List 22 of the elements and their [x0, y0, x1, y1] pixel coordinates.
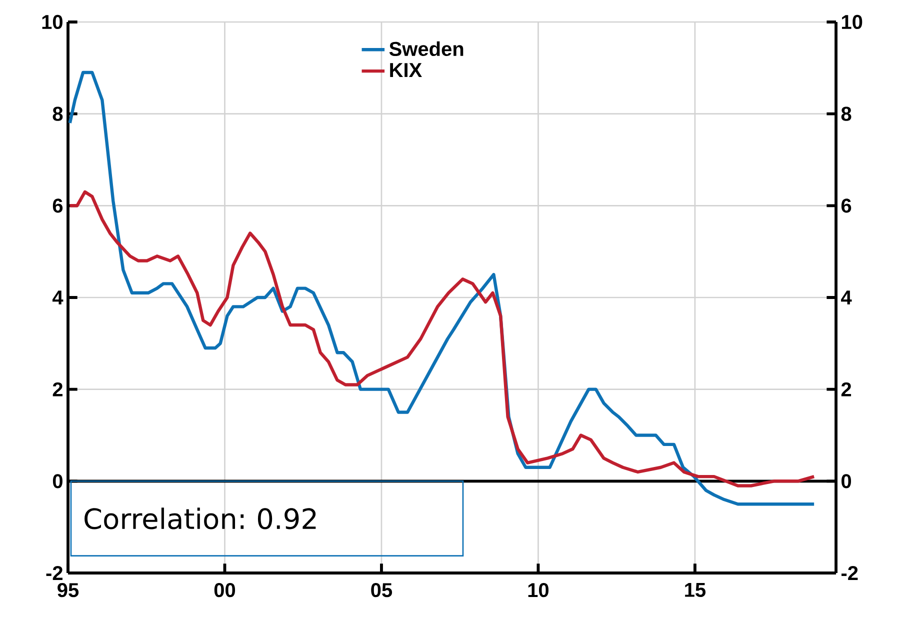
annotation: Correlation: 0.92 — [84, 508, 316, 530]
y2-tick-label: 8 — [52, 106, 63, 121]
x-tick-label: 10 — [528, 583, 548, 598]
y-tick-label: 2 — [841, 382, 852, 396]
y-tick-label: 4 — [841, 290, 852, 304]
y-tick-label: 8 — [841, 106, 852, 121]
y-tick-label: 6 — [841, 198, 852, 213]
y2-tick-label: 10 — [42, 14, 62, 30]
y2-tick-label: -2 — [46, 566, 62, 580]
y2-tick-label: 0 — [52, 474, 62, 488]
y2-tick-label: 4 — [52, 290, 64, 304]
legend-label: Sweden — [389, 41, 464, 56]
x-tick-label: 15 — [685, 583, 706, 597]
y2-tick-label: 2 — [52, 382, 62, 396]
x-tick-label: 95 — [58, 583, 79, 598]
y-tick-label: -2 — [842, 566, 858, 580]
y2-tick-label: 6 — [52, 198, 63, 213]
legend-label: KIX — [390, 63, 422, 77]
x-tick-label: 00 — [214, 583, 236, 598]
y-tick-label: 10 — [842, 14, 862, 30]
y-tick-label: 0 — [842, 474, 852, 488]
x-tick-label: 05 — [371, 583, 392, 598]
